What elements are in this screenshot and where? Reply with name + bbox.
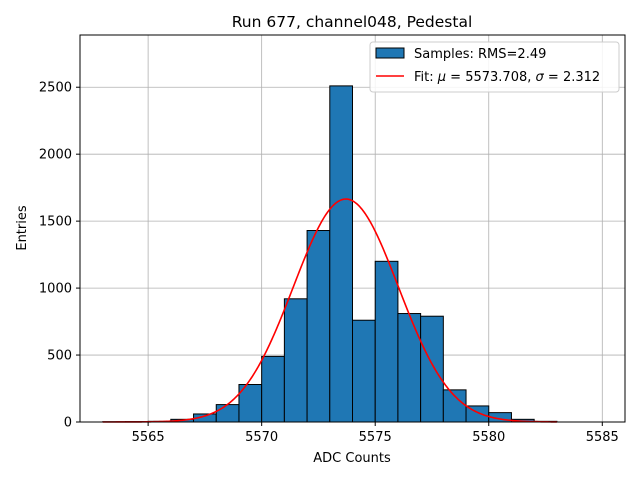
legend-fit-label: Fit: μ = 5573.708, σ = 2.312 [414,70,600,85]
y-tick-label-2: 1000 [39,282,72,297]
histogram-bar-8 [283,298,308,423]
y-tick-label-1: 500 [47,349,72,364]
x-tick-label-3: 5580 [472,430,505,445]
x-axis-label: ADC Counts [313,451,391,466]
y-axis-ticks: 0 500 1000 1500 2000 2500 [39,81,80,431]
legend-fit-prefix: Fit: [414,70,438,85]
y-axis-label: Entries [15,205,30,251]
histogram-bar-9 [306,230,331,423]
histogram-bar-12 [374,260,399,423]
histogram-bar-13 [397,313,422,423]
legend-box [369,41,620,93]
y-tick-label-0: 0 [64,416,72,431]
chart-title: Run 677, channel048, Pedestal [232,13,473,31]
legend-fit-eq2: = [544,70,563,85]
fit-curve [102,198,557,423]
histogram-bar-5 [215,404,240,423]
x-tick-label-2: 5575 [359,430,392,445]
legend: Samples: RMS=2.49 Fit: μ = 5573.708, σ =… [369,41,620,93]
histogram-bar-15 [442,389,467,423]
fit-curve-layer [102,198,557,423]
x-tick-label-0: 5565 [132,430,165,445]
y-tick-label-4: 2000 [39,148,72,163]
histogram-bar-14 [420,315,444,423]
legend-fit-eq1: = [446,70,465,85]
histogram-bar-7 [261,355,285,423]
legend-samples-patch [375,47,405,59]
x-axis-ticks: 5565 5570 5575 5580 5585 [132,422,619,445]
histogram-bar-10 [329,85,353,423]
legend-fit-sigma-symbol: σ [536,70,545,85]
legend-fit-sigma-value: 2.312 [563,70,600,85]
plot-frame [79,34,626,423]
legend-fit-sep: , [527,70,535,85]
legend-fit-mu-value: 5573.708 [465,70,527,85]
y-tick-label-3: 1500 [39,215,72,230]
y-tick-label-5: 2500 [39,81,72,96]
legend-fit-mu-symbol: μ [437,70,446,85]
histogram-bar-11 [352,319,376,423]
legend-samples-label: Samples: RMS=2.49 [414,47,546,62]
x-tick-label-4: 5585 [586,430,619,445]
x-tick-label-1: 5570 [245,430,278,445]
